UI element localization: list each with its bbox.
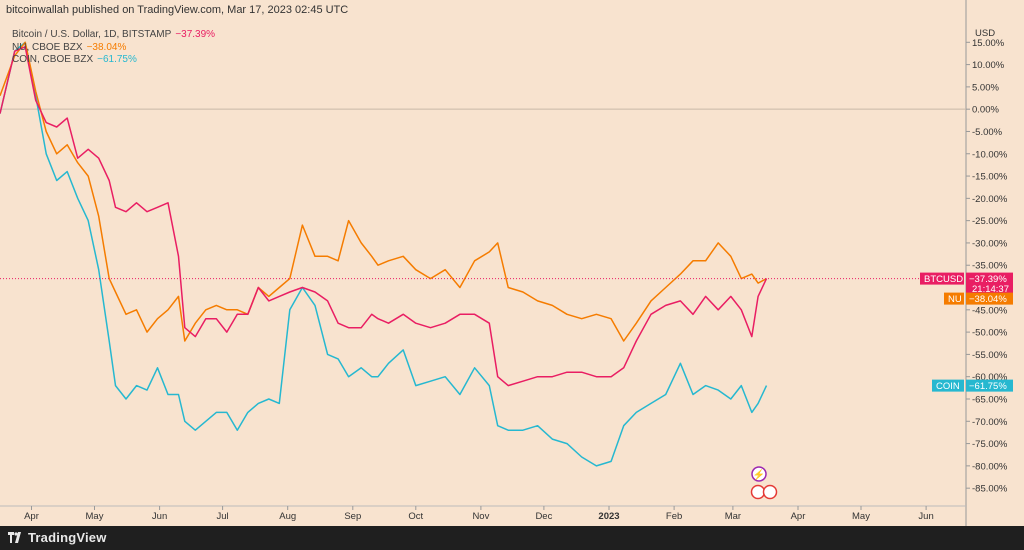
badge-label: BTCUSD	[924, 274, 963, 285]
legend-item-nu[interactable]: NU, CBOE BZX −38.04%	[12, 42, 126, 53]
y-tick-label: -25.00%	[972, 216, 1008, 227]
badge-timer: 21:14:37	[972, 284, 1009, 295]
badge-value-bg	[966, 379, 1013, 392]
legend-change: −61.75%	[97, 54, 137, 65]
y-tick-label: 10.00%	[972, 60, 1005, 71]
x-tick-label: Dec	[535, 511, 552, 522]
x-tick-label: Jun	[918, 511, 933, 522]
legend-change: −37.39%	[175, 29, 216, 40]
x-tick-label: Apr	[24, 511, 39, 522]
y-tick-label: -15.00%	[972, 172, 1008, 183]
event-icons[interactable]: ⚡	[750, 466, 778, 500]
y-tick-label: 5.00%	[972, 82, 999, 93]
y-tick-label: -55.00%	[972, 350, 1008, 361]
badge-value-bg	[966, 272, 1013, 295]
x-tick-label: Aug	[279, 511, 296, 522]
y-tick-label: -10.00%	[972, 149, 1008, 160]
chart-header: bitcoinwallah published on TradingView.c…	[6, 4, 349, 16]
series-line-btcusd	[0, 46, 768, 387]
x-tick-label: Jul	[217, 511, 229, 522]
x-tick-label: Nov	[472, 511, 489, 522]
y-tick-label: -75.00%	[972, 439, 1008, 450]
footer-bar: TradingView	[0, 526, 1024, 550]
y-tick-label: -70.00%	[972, 417, 1008, 428]
x-tick-label: Feb	[666, 511, 682, 522]
badge-coin: −61.75% COIN	[932, 379, 1013, 392]
series-line-coin	[0, 41, 768, 467]
x-tick-label: May	[852, 511, 870, 522]
x-axis-ticks: Apr May Jun Jul Aug Sep Oct Nov Dec 2023 Feb Mar Apr…	[24, 506, 934, 522]
price-axis-badges: −37.39%21:14:37 BTCUSD −38.04% NU −61.75% COI…	[920, 272, 1013, 392]
lightning-event-icon[interactable]	[751, 466, 767, 482]
y-tick-label: 15.00%	[972, 38, 1005, 49]
y-tick-label: -50.00%	[972, 328, 1008, 339]
badge-label-bg	[920, 272, 964, 285]
x-tick-label: 2023	[598, 511, 619, 522]
x-tick-label: Mar	[725, 511, 741, 522]
footer-brand: TradingView	[28, 530, 107, 545]
x-tick-label: Sep	[344, 511, 361, 522]
badge-label-bg	[932, 379, 964, 392]
badge-btcusd: −37.39%21:14:37 BTCUSD	[920, 272, 1013, 295]
y-tick-label: -80.00%	[972, 461, 1008, 472]
badge-nu: −38.04% NU	[944, 292, 1013, 305]
y-tick-label: -65.00%	[972, 394, 1008, 405]
y-tick-label: 0.00%	[972, 105, 999, 116]
badge-label: COIN	[936, 381, 960, 392]
y-tick-label: -5.00%	[972, 127, 1003, 138]
legend-name: Bitcoin / U.S. Dollar, 1D, BITSTAMP	[12, 29, 172, 40]
us-flag-event-icon-2[interactable]	[762, 484, 778, 500]
y-tick-label: -85.00%	[972, 484, 1008, 495]
y-axis-unit: USD	[975, 28, 995, 39]
badge-label: NU	[948, 294, 962, 305]
legend-item-btcusd[interactable]: Bitcoin / U.S. Dollar, 1D, BITSTAMP −37.3…	[12, 29, 215, 40]
us-flag-event-icon[interactable]	[750, 484, 766, 500]
y-tick-label: -35.00%	[972, 261, 1008, 272]
series-line-nu	[0, 41, 767, 342]
legend-name: NU, CBOE BZX	[12, 42, 83, 53]
x-tick-label: May	[86, 511, 104, 522]
y-tick-label: -60.00%	[972, 372, 1008, 383]
tradingview-logo-icon	[8, 532, 21, 543]
x-tick-label: Jun	[152, 511, 167, 522]
y-tick-label: -20.00%	[972, 194, 1008, 205]
badge-value: −61.75%	[969, 381, 1007, 392]
legend-item-coin[interactable]: COIN, CBOE BZX −61.75%	[12, 54, 137, 65]
x-tick-label: Apr	[791, 511, 806, 522]
y-tick-label: -30.00%	[972, 238, 1008, 249]
legend-change: −38.04%	[86, 42, 127, 53]
chart-canvas[interactable]: USD 15.00% 10.00% 5.00% 0.00% -5.00% -10.00% -…	[0, 0, 1024, 526]
y-axis-ticks: 15.00% 10.00% 5.00% 0.00% -5.00% -10.00% -15.0…	[966, 38, 1008, 495]
series-lines	[0, 41, 768, 467]
lightning-glyph-icon: ⚡	[753, 468, 765, 481]
badge-value: −38.04%	[969, 294, 1007, 305]
badge-value-bg	[966, 292, 1013, 305]
badge-label-bg	[944, 292, 964, 305]
y-tick-label: -45.00%	[972, 305, 1008, 316]
legend-name: COIN, CBOE BZX	[12, 54, 94, 65]
badge-value: −37.39%	[969, 274, 1007, 285]
x-tick-label: Oct	[408, 511, 423, 522]
